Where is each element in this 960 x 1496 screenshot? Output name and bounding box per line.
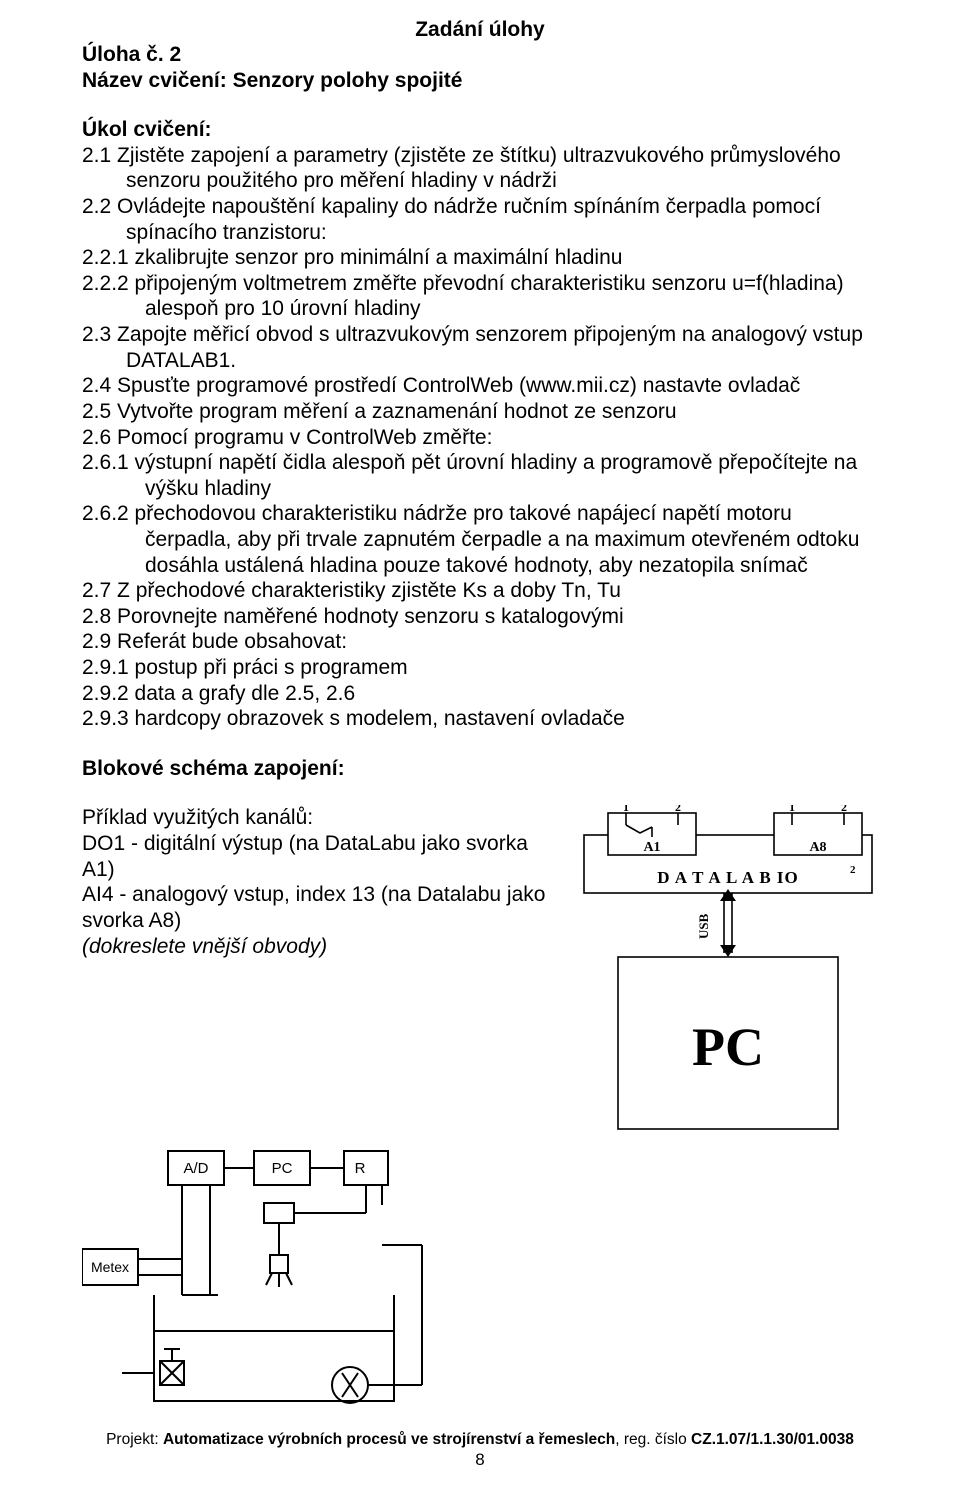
item-2-4: 2.4 Spusťte programové prostředí Control… bbox=[82, 373, 878, 399]
item-2-2-1: 2.2.1 zkalibrujte senzor pro minimální a… bbox=[82, 245, 878, 271]
channels-note: (dokreslete vnější obvody) bbox=[82, 934, 560, 960]
item-2-6-1: 2.6.1 výstupní napětí čidla alespoň pět … bbox=[82, 450, 878, 501]
channels-heading: Příklad využitých kanálů: bbox=[82, 805, 560, 831]
datalab-label: D A T A L A B IO bbox=[657, 868, 799, 887]
pc-label: PC bbox=[692, 1017, 764, 1077]
page-number: 8 bbox=[0, 1450, 960, 1470]
footer-prefix: Projekt: bbox=[106, 1431, 163, 1448]
channel-ai4: AI4 - analogový vstup, index 13 (na Data… bbox=[82, 882, 560, 933]
pin-1-a1: 1 bbox=[623, 805, 629, 814]
footer-suffix: , reg. číslo bbox=[615, 1431, 691, 1448]
assignment-title: Zadání úlohy bbox=[82, 18, 878, 42]
item-2-9-2: 2.9.2 data a grafy dle 2.5, 2.6 bbox=[82, 681, 878, 707]
exercise-name-line: Název cvičení: Senzory polohy spojité bbox=[82, 68, 878, 94]
item-2-7: 2.7 Z přechodové charakteristiky zjistět… bbox=[82, 578, 878, 604]
datalab-diagram: 1 2 A1 1 2 A8 D A T A L A B IO 2 USB PC bbox=[578, 805, 878, 1135]
item-2-2-2: 2.2.2 připojeným voltmetrem změřte převo… bbox=[82, 271, 878, 322]
block-schematic: A/D PC R Metex bbox=[82, 1145, 502, 1411]
block-schema-label: Blokové schéma zapojení: bbox=[82, 756, 878, 782]
task-number: Úloha č. 2 bbox=[82, 42, 878, 68]
a1-label: A1 bbox=[643, 840, 660, 855]
metex-label: Metex bbox=[91, 1259, 129, 1275]
footer-code: CZ.1.07/1.1.30/01.0038 bbox=[691, 1431, 854, 1448]
item-2-8: 2.8 Porovnejte naměřené hodnoty senzoru … bbox=[82, 604, 878, 630]
pin-2-a1: 2 bbox=[675, 805, 681, 814]
exercise-name: Senzory polohy spojité bbox=[233, 69, 463, 92]
pin-2-a8: 2 bbox=[841, 805, 847, 814]
item-2-5: 2.5 Vytvořte program měření a zaznamenán… bbox=[82, 399, 878, 425]
page-footer: Projekt: Automatizace výrobních procesů … bbox=[0, 1431, 960, 1470]
pc-small-label: PC bbox=[272, 1160, 293, 1177]
item-2-1: 2.1 Zjistěte zapojení a parametry (zjist… bbox=[82, 143, 878, 194]
exercise-label: Název cvičení: bbox=[82, 69, 233, 92]
pin-1-a8: 1 bbox=[789, 805, 795, 814]
item-2-9-3: 2.9.3 hardcopy obrazovek s modelem, nast… bbox=[82, 706, 878, 732]
footer-project-name: Automatizace výrobních procesů ve strojí… bbox=[163, 1431, 615, 1448]
channel-do1: DO1 - digitální výstup (na DataLabu jako… bbox=[82, 831, 560, 882]
r-label: R bbox=[355, 1160, 366, 1177]
item-2-6-2: 2.6.2 přechodovou charakteristiku nádrže… bbox=[82, 501, 878, 578]
task-goal-label: Úkol cvičení: bbox=[82, 117, 878, 143]
usb-label: USB bbox=[696, 914, 711, 940]
item-2-2: 2.2 Ovládejte napouštění kapaliny do nád… bbox=[82, 194, 878, 245]
item-2-6: 2.6 Pomocí programu v ControlWeb změřte: bbox=[82, 425, 878, 451]
datalab-sup: 2 bbox=[850, 864, 856, 876]
ad-label: A/D bbox=[183, 1160, 208, 1177]
item-2-3: 2.3 Zapojte měřicí obvod s ultrazvukovým… bbox=[82, 322, 878, 373]
item-2-9-1: 2.9.1 postup při práci s programem bbox=[82, 655, 878, 681]
item-2-9: 2.9 Referát bude obsahovat: bbox=[82, 629, 878, 655]
a8-label: A8 bbox=[809, 840, 826, 855]
